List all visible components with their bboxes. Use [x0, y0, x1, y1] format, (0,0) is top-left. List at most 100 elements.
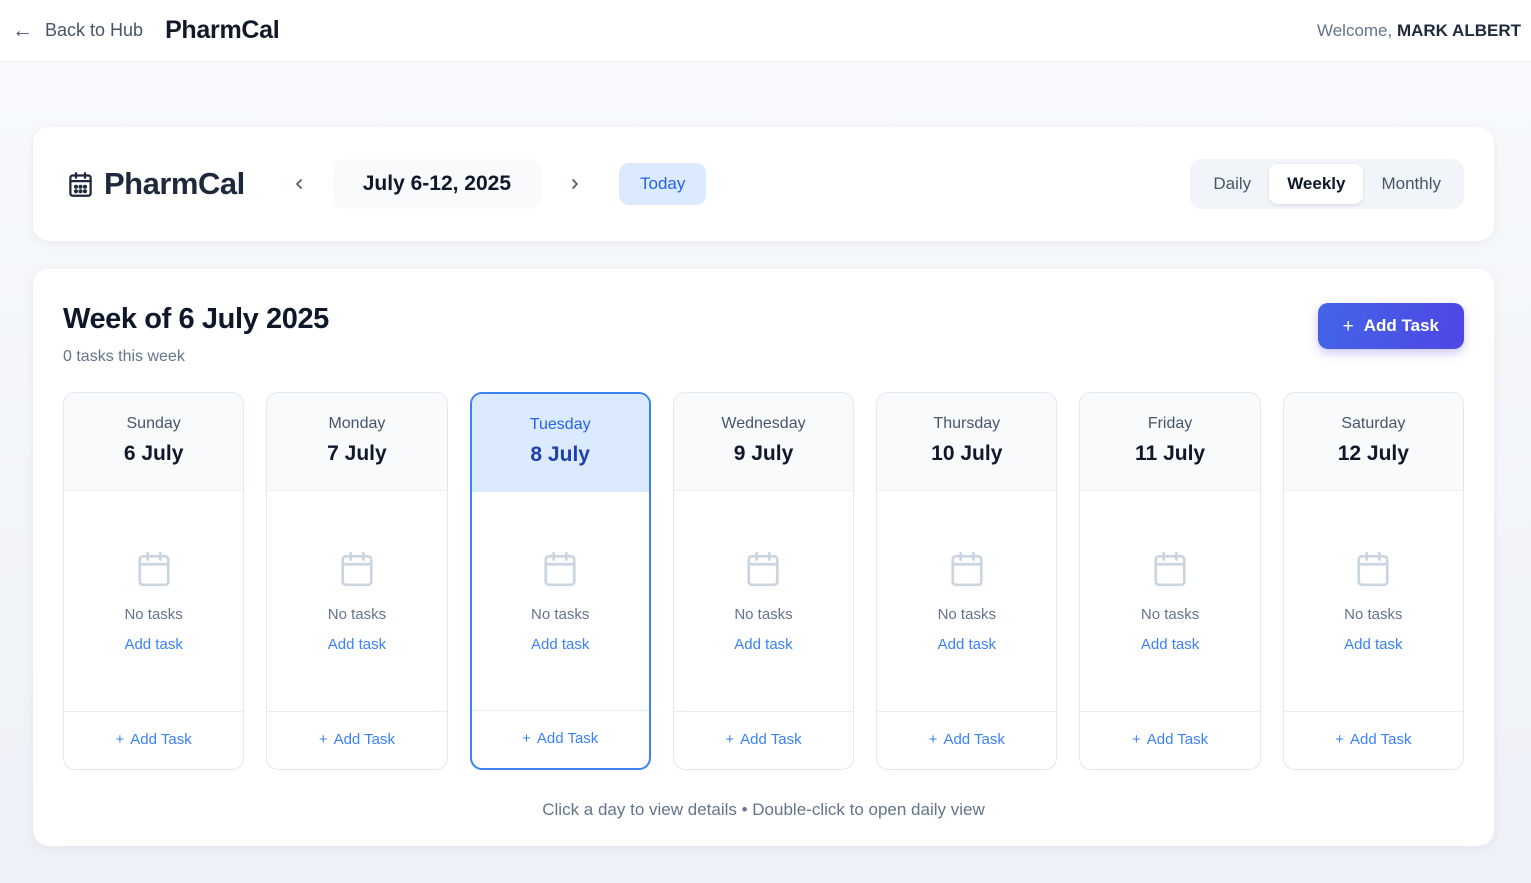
day-name: Thursday	[933, 415, 1001, 432]
empty-calendar-icon	[948, 550, 986, 593]
user-name: MARK ALBERT	[1396, 20, 1521, 40]
calendar-brand-title: PharmCal	[104, 166, 245, 201]
day-body: No tasks Add task	[1284, 491, 1463, 711]
empty-calendar-icon	[744, 550, 782, 593]
day-column-sunday[interactable]: Sunday 6 July No tasks Add task	[63, 392, 245, 770]
plus-icon: +	[1131, 731, 1141, 748]
add-task-link[interactable]: Add task	[124, 635, 183, 653]
add-task-link[interactable]: Add task	[734, 635, 793, 653]
app-title: PharmCal	[165, 16, 280, 44]
day-add-task-label: Add Task	[1146, 731, 1209, 748]
week-task-count: 0 tasks this week	[63, 348, 185, 365]
day-name: Saturday	[1341, 415, 1406, 432]
day-footer: + Add Task	[673, 711, 854, 769]
calendar-icon	[67, 171, 94, 198]
next-week-button[interactable]	[559, 170, 591, 198]
view-daily-button[interactable]: Daily	[1195, 164, 1269, 204]
previous-week-button[interactable]	[283, 170, 315, 198]
day-date: 11 July	[1135, 442, 1206, 465]
day-date: 9 July	[733, 442, 794, 465]
day-add-task-label: Add Task	[536, 730, 599, 747]
day-footer: + Add Task	[64, 711, 244, 769]
view-monthly-button[interactable]: Monthly	[1363, 164, 1459, 204]
day-header: Saturday 12 July	[1283, 393, 1463, 491]
plus-icon: +	[725, 731, 735, 748]
day-add-task-button[interactable]: + Add Task	[522, 730, 598, 747]
no-tasks-label: No tasks	[1140, 605, 1200, 623]
day-header: Monday 7 July	[267, 393, 447, 491]
day-add-task-label: Add Task	[740, 731, 802, 748]
day-name: Monday	[328, 415, 386, 432]
empty-calendar-icon	[338, 550, 376, 593]
day-body: No tasks Add task	[674, 491, 853, 711]
add-task-link[interactable]: Add task	[1344, 635, 1403, 653]
day-header: Tuesday 8 July	[471, 394, 649, 492]
plus-icon: +	[1335, 731, 1345, 748]
calendar-toolbar: PharmCal July 6-12, 2025 Today Daily Wee…	[33, 127, 1494, 241]
day-add-task-label: Add Task	[333, 731, 396, 748]
interaction-hint: Click a day to view details • Double-cli…	[542, 800, 985, 819]
day-body: No tasks Add task	[877, 491, 1056, 711]
day-name: Tuesday	[529, 416, 591, 433]
day-add-task-label: Add Task	[130, 731, 192, 748]
day-footer: + Add Task	[471, 710, 649, 768]
week-title: Week of 6 July 2025	[63, 303, 329, 335]
day-header: Friday 11 July	[1080, 393, 1260, 491]
day-footer: + Add Task	[1283, 711, 1463, 769]
plus-icon: +	[318, 731, 328, 748]
day-column-wednesday[interactable]: Wednesday 9 July No tasks Add task	[672, 392, 855, 770]
day-date: 7 July	[327, 442, 387, 465]
view-toggle: Daily Weekly Monthly	[1190, 159, 1464, 209]
day-add-task-label: Add Task	[943, 731, 1005, 748]
day-body: No tasks Add task	[472, 492, 649, 710]
day-column-saturday[interactable]: Saturday 12 July No tasks Add task	[1282, 392, 1464, 770]
day-header: Thursday 10 July	[877, 393, 1057, 491]
day-footer: + Add Task	[877, 711, 1057, 769]
day-add-task-button[interactable]: + Add Task	[929, 731, 1005, 748]
back-to-hub-link[interactable]: ← Back to Hub	[12, 20, 143, 41]
day-column-friday[interactable]: Friday 11 July No tasks Add task	[1079, 392, 1261, 770]
add-task-link[interactable]: Add task	[937, 635, 996, 653]
plus-icon: +	[1342, 315, 1354, 337]
today-button[interactable]: Today	[619, 163, 707, 205]
day-name: Friday	[1147, 415, 1193, 432]
welcome-message: Welcome, MARK ALBERT	[1317, 21, 1521, 41]
no-tasks-label: No tasks	[531, 605, 590, 623]
add-task-link[interactable]: Add task	[1140, 635, 1200, 653]
empty-calendar-icon	[541, 550, 579, 593]
no-tasks-label: No tasks	[327, 605, 387, 623]
no-tasks-label: No tasks	[1344, 605, 1403, 623]
day-name: Sunday	[126, 415, 181, 432]
day-add-task-button[interactable]: + Add Task	[725, 731, 801, 748]
empty-calendar-icon	[1151, 550, 1189, 593]
day-header: Sunday 6 July	[64, 393, 244, 491]
day-add-task-button[interactable]: + Add Task	[116, 731, 192, 748]
no-tasks-label: No tasks	[734, 605, 793, 623]
day-body: No tasks Add task	[267, 491, 446, 711]
day-add-task-button[interactable]: + Add Task	[1132, 731, 1208, 748]
day-body: No tasks Add task	[1080, 491, 1259, 711]
add-task-link[interactable]: Add task	[327, 635, 387, 653]
day-add-task-button[interactable]: + Add Task	[319, 731, 395, 748]
plus-icon: +	[522, 730, 531, 747]
day-column-monday[interactable]: Monday 7 July No tasks Add task	[266, 392, 448, 770]
add-task-button[interactable]: + Add Task	[1317, 303, 1464, 349]
day-date: 8 July	[530, 443, 590, 466]
add-task-label: Add Task	[1363, 316, 1439, 335]
day-body: No tasks Add task	[64, 491, 243, 711]
day-grid: Sunday 6 July No tasks Add task	[63, 392, 1464, 770]
day-column-thursday[interactable]: Thursday 10 July No tasks Add task	[876, 392, 1058, 770]
back-to-hub-label: Back to Hub	[45, 20, 144, 40]
add-task-link[interactable]: Add task	[531, 635, 590, 653]
day-header: Wednesday 9 July	[673, 393, 854, 491]
day-name: Wednesday	[721, 415, 806, 432]
plus-icon: +	[115, 731, 125, 748]
day-column-tuesday[interactable]: Tuesday 8 July No tasks Add task	[469, 392, 651, 770]
calendar-brand: PharmCal	[67, 166, 245, 202]
view-weekly-button[interactable]: Weekly	[1269, 164, 1364, 204]
welcome-prefix: Welcome,	[1316, 20, 1393, 40]
day-date: 12 July	[1337, 442, 1409, 465]
day-add-task-button[interactable]: + Add Task	[1335, 731, 1411, 748]
day-footer: + Add Task	[1080, 711, 1260, 769]
empty-calendar-icon	[1354, 550, 1392, 593]
